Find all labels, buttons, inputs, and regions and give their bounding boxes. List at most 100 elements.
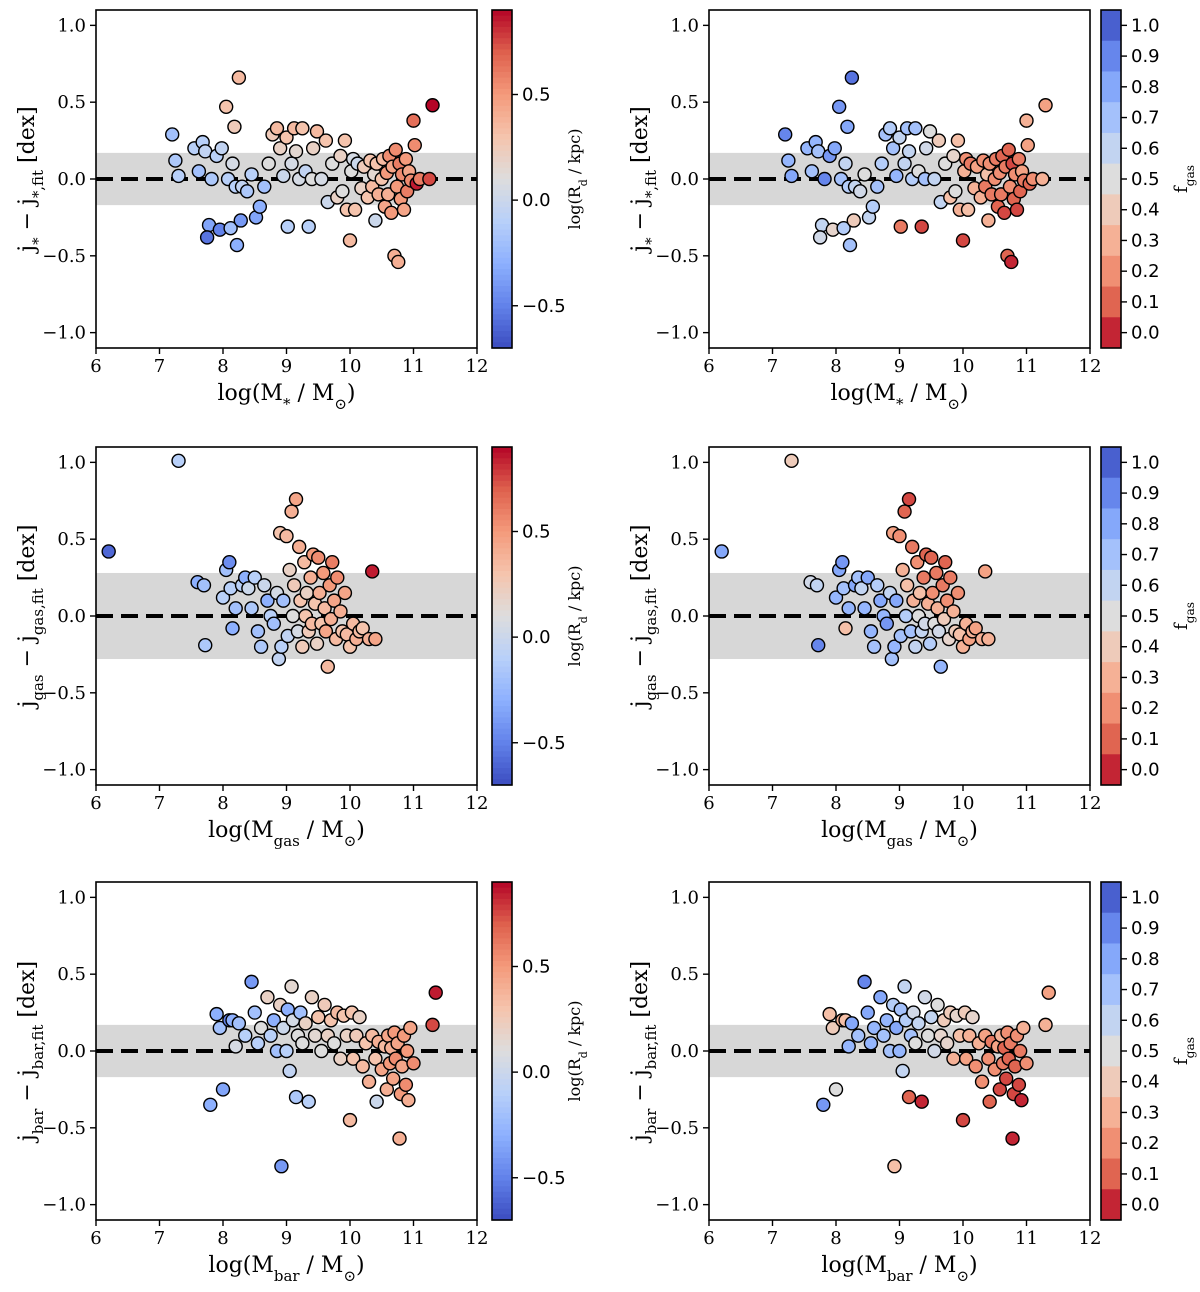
colorbar-segment (492, 111, 512, 118)
colorbar-segment (1101, 194, 1121, 226)
data-point (260, 593, 275, 608)
data-point (950, 133, 966, 148)
colorbar-segment (1101, 40, 1121, 72)
colorbar-segment (492, 497, 512, 504)
colorbar-segment (492, 644, 512, 651)
data-point (250, 624, 266, 639)
data-point (204, 171, 219, 187)
data-point (914, 1094, 929, 1109)
data-point (778, 127, 793, 142)
colorbar-segment (1101, 754, 1121, 786)
data-point (895, 1063, 910, 1079)
colorbar-segment (492, 728, 512, 735)
data-point (784, 168, 799, 184)
data-point (876, 1028, 891, 1043)
data-point (908, 1036, 923, 1051)
y-tick-label: −1.0 (655, 323, 699, 344)
x-tick-label: 12 (1079, 1228, 1102, 1249)
colorbar-segment (492, 1073, 512, 1080)
data-point (901, 1089, 917, 1105)
data-point (974, 1074, 990, 1089)
data-point (946, 604, 961, 619)
data-point (168, 153, 183, 168)
colorbar-segment (492, 893, 512, 900)
colorbar-segment (492, 949, 512, 956)
x-tick-label: 11 (1015, 356, 1038, 377)
data-point (714, 544, 729, 559)
colorbar-frame (491, 881, 513, 1221)
data-point (403, 1020, 418, 1036)
colorbar-segment (492, 1039, 512, 1046)
colorbar-segment (492, 480, 512, 488)
x-axis-label: log(Mgas / M⊙) (208, 818, 365, 850)
data-point (863, 1036, 879, 1051)
colorbar-segment (492, 548, 512, 555)
data-point (882, 121, 898, 136)
colorbar-segment (492, 1208, 512, 1215)
data-point (930, 601, 945, 616)
colorbar-segment (492, 207, 512, 214)
colorbar-segment (492, 167, 512, 174)
colorbar-label: log(Rd / kpc) (565, 566, 590, 667)
data-point (252, 199, 268, 214)
colorbar-frame (491, 9, 513, 349)
colorbar-tick-label: 0.9 (1131, 918, 1160, 939)
data-point (369, 1094, 384, 1109)
y-tick-label: −0.5 (42, 246, 86, 267)
y-tick-label: 0.0 (57, 169, 86, 190)
data-point (311, 550, 326, 565)
colorbar-segment (492, 943, 512, 951)
y-axis-label: jbar − jbar,fit [dex] (15, 961, 47, 1144)
data-point (257, 179, 272, 194)
colorbar-segment (492, 139, 512, 146)
data-point (335, 184, 350, 199)
colorbar-segment (492, 1186, 512, 1193)
x-tick-label: 10 (952, 356, 975, 377)
colorbar-segment (1101, 539, 1121, 571)
data-point (933, 659, 948, 674)
data-point (301, 219, 316, 234)
data-point (305, 141, 321, 156)
data-point (892, 130, 907, 145)
y-tick-label: 1.0 (670, 887, 699, 908)
data-point (946, 148, 961, 164)
colorbar-segment (492, 475, 512, 482)
colorbar-label: log(Rd / kpc) (565, 1001, 590, 1102)
data-point (244, 601, 259, 616)
y-tick-label: 0.0 (670, 606, 699, 627)
x-tick-label: 10 (339, 356, 362, 377)
data-point (863, 624, 879, 639)
data-point (196, 578, 212, 593)
x-tick-label: 7 (767, 1228, 778, 1249)
data-point (955, 1112, 971, 1128)
data-point (836, 220, 851, 236)
colorbar-label: log(Rd / kpc) (565, 129, 590, 230)
panel-stellar-rd: 6 7 8 9 10 11 12 1.0 0.5 0.0 −0.5 −1.0 log(M* / M⊙) j… (15, 9, 590, 413)
colorbar-tick-label: 1.0 (1131, 15, 1160, 36)
colorbar-segment (492, 582, 512, 589)
data-point (398, 151, 414, 167)
y-axis-label: j* − j*,fit [dex] (15, 106, 47, 254)
data-point (101, 544, 116, 559)
colorbar-segment (1101, 255, 1121, 288)
panel-bar-fgas: 6 7 8 9 10 11 12 1.0 0.5 0.0 −0.5 −1.0 log(Mbar / M⊙… (628, 881, 1197, 1285)
colorbar-segment (492, 94, 512, 101)
data-point (388, 142, 403, 158)
data-point (943, 570, 958, 585)
colorbar-tick-label: 0.8 (1131, 514, 1160, 535)
data-point (316, 565, 331, 581)
data-point (828, 1082, 844, 1097)
data-point (851, 1028, 866, 1043)
colorbar: 0.5 0.0 −0.5 log(Rd / kpc) (491, 446, 590, 786)
colorbar-segment (492, 325, 512, 332)
colorbar-tick-label: 0.4 (1131, 200, 1160, 221)
data-point (840, 119, 855, 134)
data-point (922, 124, 938, 139)
colorbar-tick-label: 0.0 (522, 190, 551, 211)
colorbar-segment (1101, 10, 1121, 42)
data-point (838, 156, 853, 171)
colorbar-label: fgas (1171, 602, 1197, 630)
colorbar-segment (492, 604, 512, 611)
x-tick-label: 7 (154, 356, 165, 377)
colorbar-tick-label: 0.6 (1131, 1010, 1160, 1031)
